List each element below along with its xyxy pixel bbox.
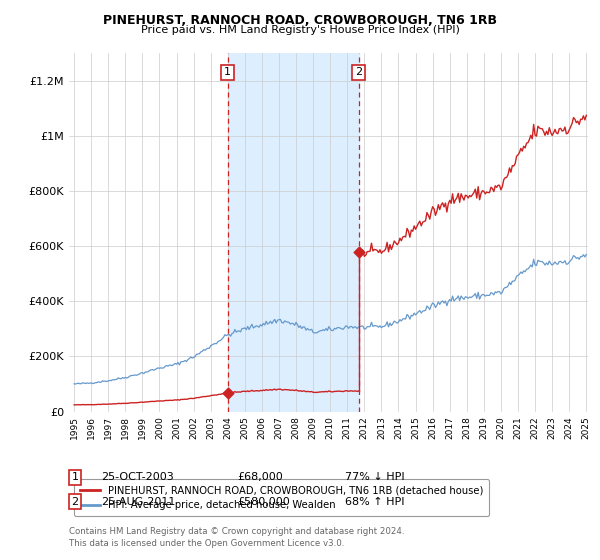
Text: Price paid vs. HM Land Registry's House Price Index (HPI): Price paid vs. HM Land Registry's House … bbox=[140, 25, 460, 35]
Point bbox=[354, 247, 364, 256]
Text: 1: 1 bbox=[224, 68, 231, 77]
Text: 68% ↑ HPI: 68% ↑ HPI bbox=[345, 497, 404, 507]
Text: This data is licensed under the Open Government Licence v3.0.: This data is licensed under the Open Gov… bbox=[69, 539, 344, 548]
Text: 2: 2 bbox=[71, 497, 79, 507]
Text: 2: 2 bbox=[355, 68, 362, 77]
Text: 25-AUG-2011: 25-AUG-2011 bbox=[101, 497, 175, 507]
Text: PINEHURST, RANNOCH ROAD, CROWBOROUGH, TN6 1RB: PINEHURST, RANNOCH ROAD, CROWBOROUGH, TN… bbox=[103, 14, 497, 27]
Text: £68,000: £68,000 bbox=[237, 472, 283, 482]
Text: 77% ↓ HPI: 77% ↓ HPI bbox=[345, 472, 404, 482]
Text: £580,000: £580,000 bbox=[237, 497, 290, 507]
Text: Contains HM Land Registry data © Crown copyright and database right 2024.: Contains HM Land Registry data © Crown c… bbox=[69, 528, 404, 536]
Point bbox=[223, 389, 233, 398]
Bar bbox=[228, 53, 359, 412]
Text: 1: 1 bbox=[71, 472, 79, 482]
Legend: PINEHURST, RANNOCH ROAD, CROWBOROUGH, TN6 1RB (detached house), HPI: Average pri: PINEHURST, RANNOCH ROAD, CROWBOROUGH, TN… bbox=[74, 479, 490, 516]
Text: 25-OCT-2003: 25-OCT-2003 bbox=[101, 472, 173, 482]
